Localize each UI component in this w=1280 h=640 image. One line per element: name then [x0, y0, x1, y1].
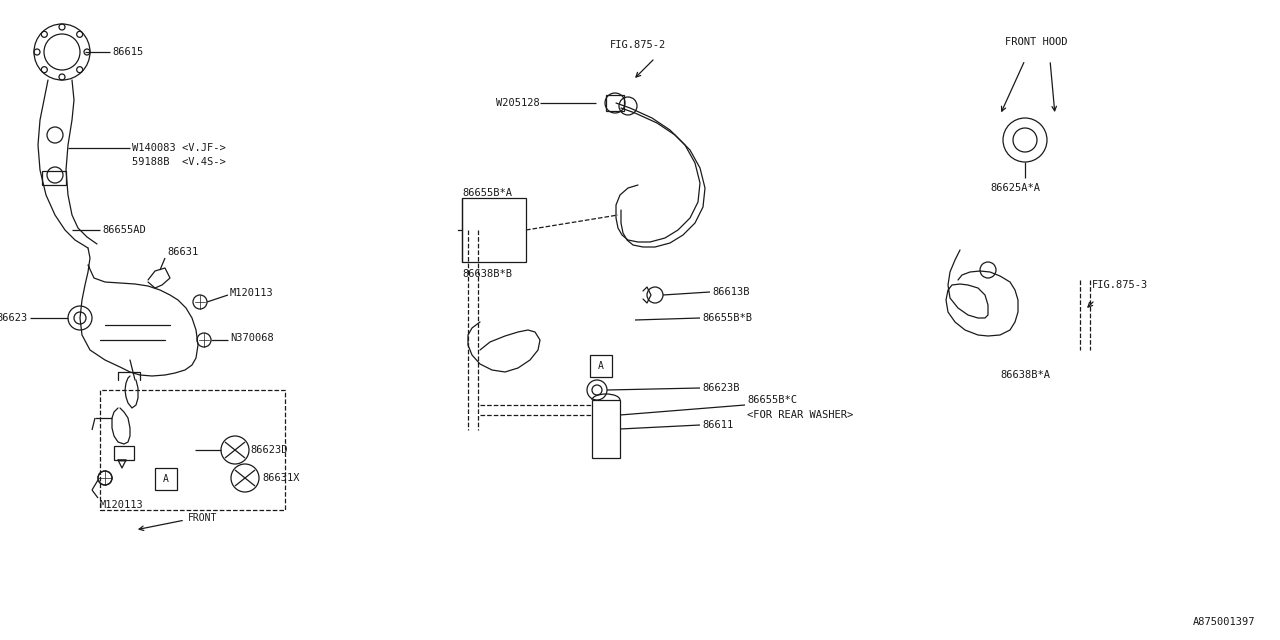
- Text: 59188B  <V.4S->: 59188B <V.4S->: [132, 157, 225, 167]
- Bar: [605, 95, 625, 111]
- Text: A: A: [163, 474, 169, 484]
- Text: W205128: W205128: [497, 98, 540, 108]
- Bar: [100, 390, 285, 510]
- Text: M120113: M120113: [100, 500, 143, 510]
- Text: 86611: 86611: [701, 420, 733, 430]
- Text: 86615: 86615: [113, 47, 143, 57]
- Text: 86631X: 86631X: [262, 473, 300, 483]
- Text: N370068: N370068: [230, 333, 274, 343]
- Text: FIG.875-3: FIG.875-3: [1092, 280, 1148, 290]
- Bar: [591, 400, 620, 458]
- Text: <FOR REAR WASHER>: <FOR REAR WASHER>: [748, 410, 854, 420]
- Text: 86655B*C: 86655B*C: [748, 395, 797, 405]
- Text: FRONT: FRONT: [188, 513, 218, 523]
- Text: M120113: M120113: [230, 288, 274, 298]
- Text: A875001397: A875001397: [1193, 617, 1254, 627]
- Bar: [155, 468, 177, 490]
- Text: 86655AD: 86655AD: [102, 225, 146, 235]
- Text: 86623D: 86623D: [250, 445, 288, 455]
- Text: 86613B: 86613B: [712, 287, 750, 297]
- Text: FRONT HOOD: FRONT HOOD: [1005, 37, 1068, 47]
- Text: A: A: [598, 361, 604, 371]
- Bar: [462, 198, 526, 262]
- Text: 86623B: 86623B: [701, 383, 740, 393]
- Text: 86655B*A: 86655B*A: [462, 188, 512, 198]
- Bar: [114, 446, 134, 460]
- Text: W140083 <V.JF->: W140083 <V.JF->: [132, 143, 225, 153]
- Text: 86625A*A: 86625A*A: [989, 183, 1039, 193]
- Text: 86638B*A: 86638B*A: [1000, 370, 1050, 380]
- Bar: [590, 355, 612, 377]
- Text: 86623: 86623: [0, 313, 28, 323]
- Text: 86655B*B: 86655B*B: [701, 313, 753, 323]
- Text: FIG.875-2: FIG.875-2: [611, 40, 667, 50]
- Bar: [42, 171, 67, 185]
- Text: 86638B*B: 86638B*B: [462, 269, 512, 279]
- Text: 86631: 86631: [166, 247, 198, 257]
